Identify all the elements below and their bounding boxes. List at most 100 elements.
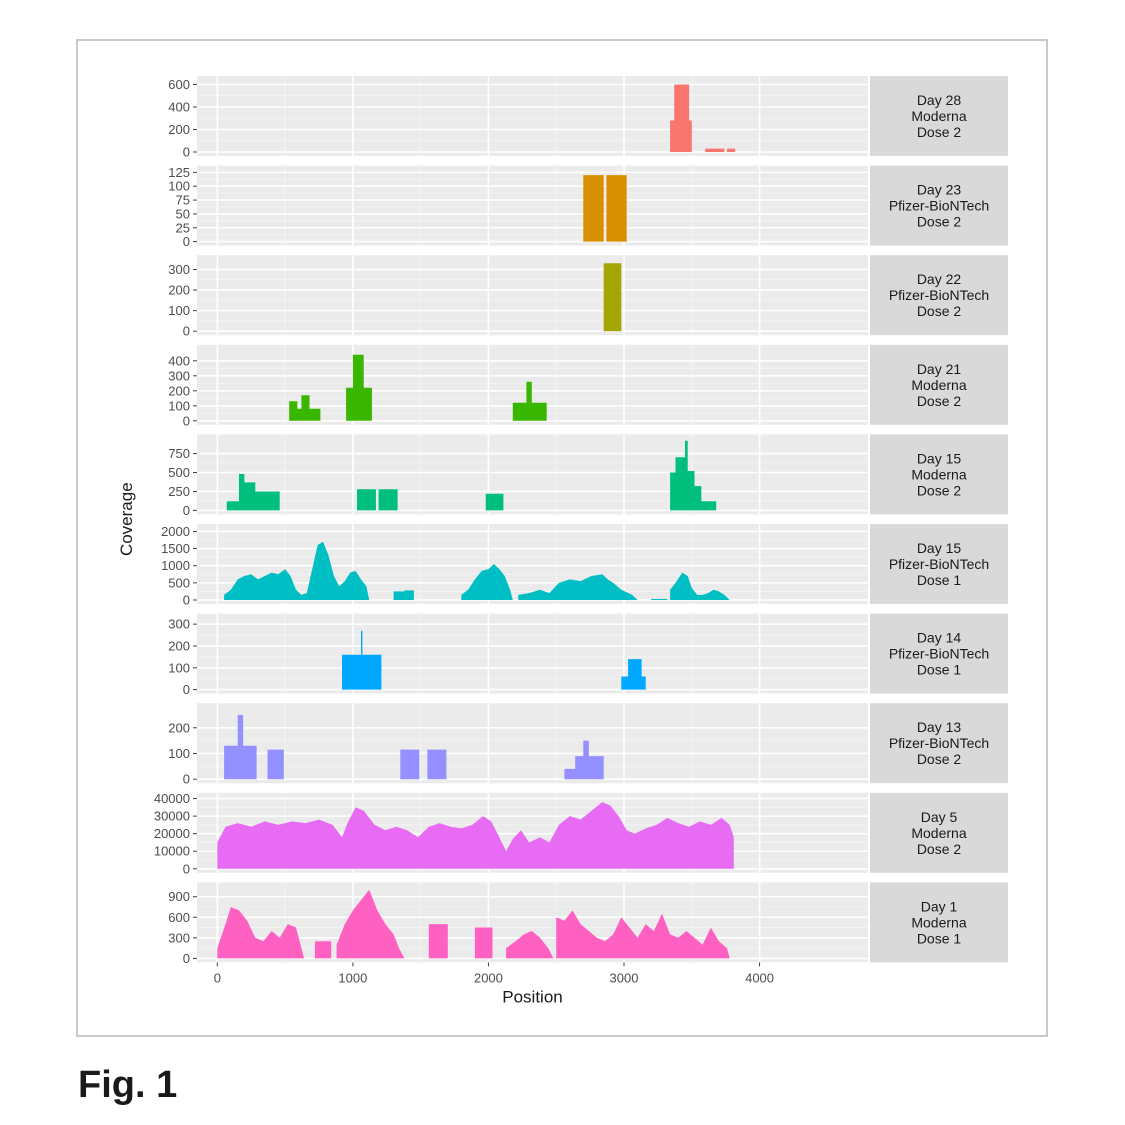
y-tick-label: 300 [168, 930, 190, 945]
facet-strip-label: Pfizer-BioNTech [889, 556, 989, 572]
y-tick-label: 0 [183, 772, 190, 787]
facet-strip-label: Day 23 [917, 182, 962, 198]
panel-background [197, 165, 868, 246]
y-tick-label: 0 [183, 234, 190, 249]
coverage-area [289, 354, 547, 421]
panel-background [197, 703, 868, 784]
y-tick-label: 0 [183, 861, 190, 876]
facet-strip-label: Moderna [911, 108, 966, 124]
y-tick-label: 50 [176, 206, 190, 221]
coverage-area [217, 889, 730, 959]
facet-strip [870, 434, 1008, 515]
y-tick-label: 600 [168, 77, 190, 92]
coverage-area [224, 714, 604, 780]
y-tick-label: 200 [168, 720, 190, 735]
facet-strip-label: Dose 2 [917, 124, 962, 140]
y-tick-label: 0 [183, 145, 190, 160]
facet-strip [870, 255, 1008, 336]
coverage-area [670, 84, 736, 152]
y-tick-label: 10000 [154, 844, 190, 859]
facet-strip-label: Day 15 [917, 450, 962, 466]
facet-strip-label: Dose 2 [917, 393, 962, 409]
y-tick-label: 100 [168, 303, 190, 318]
x-axis-title: Position [502, 987, 562, 1006]
panel-background [197, 613, 868, 694]
x-tick-label: 3000 [610, 970, 639, 985]
panel-background [197, 76, 868, 156]
y-tick-label: 500 [168, 575, 190, 590]
figure-caption: Fig. 1 [78, 1064, 178, 1106]
coverage-area [603, 263, 622, 332]
y-axis-title: Coverage [117, 482, 136, 556]
y-tick-label: 40000 [154, 791, 190, 806]
x-tick-label: 0 [214, 970, 221, 985]
y-tick-label: 20000 [154, 826, 190, 841]
facet-strip-label: Day 22 [917, 271, 962, 287]
y-tick-label: 30000 [154, 809, 190, 824]
y-tick-label: 0 [183, 593, 190, 608]
y-tick-label: 100 [168, 746, 190, 761]
y-tick-label: 0 [183, 324, 190, 339]
y-tick-label: 250 [168, 484, 190, 499]
y-tick-label: 1500 [161, 541, 190, 556]
facet-strip-label: Pfizer-BioNTech [889, 735, 989, 751]
facet-strip-label: Dose 2 [917, 303, 962, 319]
y-tick-label: 0 [183, 682, 190, 697]
facet-strip-label: Dose 1 [917, 930, 962, 946]
facet-strip-label: Dose 2 [917, 841, 962, 857]
x-tick-label: 1000 [338, 970, 367, 985]
y-tick-label: 400 [168, 353, 190, 368]
facet-strip-label: Moderna [911, 825, 966, 841]
y-tick-label: 25 [176, 220, 190, 235]
facet-strip-label: Dose 1 [917, 572, 962, 588]
y-tick-label: 125 [168, 165, 190, 180]
coverage-area [226, 440, 717, 511]
facet-strip-label: Day 28 [917, 92, 962, 108]
y-tick-label: 0 [183, 413, 190, 428]
facet-strip [870, 613, 1008, 694]
y-tick-label: 2000 [161, 524, 190, 539]
y-tick-label: 400 [168, 100, 190, 115]
y-tick-label: 0 [183, 503, 190, 518]
coverage-area [583, 175, 627, 242]
facet-strip-label: Pfizer-BioNTech [889, 198, 989, 214]
y-tick-label: 200 [168, 283, 190, 298]
facet-strip [870, 882, 1008, 963]
y-tick-label: 100 [168, 398, 190, 413]
coverage-area [217, 802, 734, 869]
y-tick-label: 0 [183, 951, 190, 966]
facet-strip [870, 344, 1008, 425]
facet-strip [870, 703, 1008, 784]
facet-strip-label: Moderna [911, 914, 966, 930]
y-tick-label: 500 [168, 465, 190, 480]
facet-strip-label: Moderna [911, 466, 966, 482]
facet-strip-label: Dose 2 [917, 482, 962, 498]
facet-strip-label: Day 15 [917, 540, 962, 556]
y-tick-label: 75 [176, 193, 190, 208]
panel-background [197, 434, 868, 515]
facet-strip-label: Moderna [911, 377, 966, 393]
y-tick-label: 600 [168, 910, 190, 925]
x-tick-label: 4000 [745, 970, 774, 985]
facet-strip [870, 792, 1008, 873]
facet-strip-label: Day 5 [921, 809, 958, 825]
facet-strip-label: Day 13 [917, 719, 962, 735]
facet-strip [870, 165, 1008, 246]
facet-strip-label: Pfizer-BioNTech [889, 287, 989, 303]
y-tick-label: 1000 [161, 558, 190, 573]
coverage-area [224, 541, 730, 600]
facet-strip-label: Day 21 [917, 361, 962, 377]
facet-strip-label: Day 14 [917, 630, 962, 646]
facet-strip-label: Dose 2 [917, 751, 962, 767]
y-tick-label: 750 [168, 446, 190, 461]
y-tick-label: 200 [168, 383, 190, 398]
facet-strip-label: Pfizer-BioNTech [889, 646, 989, 662]
panel-background [197, 255, 868, 336]
y-tick-label: 300 [168, 262, 190, 277]
y-tick-label: 100 [168, 660, 190, 675]
x-tick-label: 2000 [474, 970, 503, 985]
y-tick-label: 200 [168, 638, 190, 653]
y-tick-label: 100 [168, 179, 190, 194]
y-tick-label: 300 [168, 368, 190, 383]
